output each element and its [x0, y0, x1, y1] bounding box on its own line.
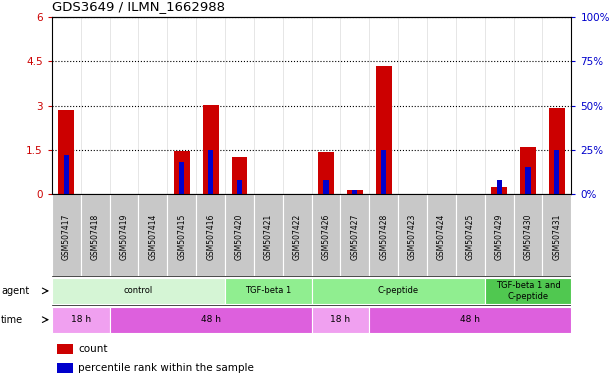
- Bar: [254, 194, 283, 276]
- Text: TGF-beta 1: TGF-beta 1: [245, 286, 291, 295]
- Bar: [491, 187, 507, 194]
- Bar: [174, 151, 189, 194]
- Bar: [353, 190, 357, 194]
- Bar: [323, 180, 329, 194]
- Bar: [52, 194, 81, 276]
- Bar: [109, 194, 139, 276]
- Bar: [312, 194, 340, 276]
- Bar: [427, 194, 456, 276]
- Bar: [52, 278, 225, 304]
- Bar: [543, 194, 571, 276]
- Text: GSM507422: GSM507422: [293, 214, 302, 260]
- Bar: [485, 278, 571, 304]
- Bar: [381, 150, 386, 194]
- Bar: [109, 307, 312, 333]
- Text: GSM507428: GSM507428: [379, 214, 388, 260]
- Bar: [57, 344, 73, 354]
- Bar: [520, 147, 536, 194]
- Text: GSM507430: GSM507430: [524, 214, 533, 260]
- Text: GSM507418: GSM507418: [90, 214, 100, 260]
- Text: GSM507420: GSM507420: [235, 214, 244, 260]
- Bar: [57, 363, 73, 373]
- Bar: [485, 194, 514, 276]
- Bar: [398, 194, 427, 276]
- Bar: [340, 194, 369, 276]
- Text: 48 h: 48 h: [460, 315, 480, 324]
- Bar: [167, 194, 196, 276]
- Bar: [318, 152, 334, 194]
- Bar: [456, 194, 485, 276]
- Text: GSM507421: GSM507421: [264, 214, 273, 260]
- Bar: [514, 194, 543, 276]
- Text: GSM507416: GSM507416: [206, 214, 215, 260]
- Bar: [312, 278, 485, 304]
- Bar: [283, 194, 312, 276]
- Text: GSM507431: GSM507431: [552, 214, 562, 260]
- Bar: [52, 307, 109, 333]
- Text: percentile rank within the sample: percentile rank within the sample: [78, 363, 254, 373]
- Text: control: control: [124, 286, 153, 295]
- Bar: [549, 108, 565, 194]
- Text: GSM507426: GSM507426: [321, 214, 331, 260]
- Bar: [208, 150, 213, 194]
- Text: GSM507424: GSM507424: [437, 214, 446, 260]
- Bar: [369, 307, 571, 333]
- Bar: [179, 162, 185, 194]
- Text: GSM507427: GSM507427: [350, 214, 359, 260]
- Bar: [232, 157, 247, 194]
- Bar: [64, 155, 69, 194]
- Bar: [203, 105, 219, 194]
- Bar: [312, 307, 369, 333]
- Text: 18 h: 18 h: [331, 315, 351, 324]
- Text: time: time: [1, 314, 23, 325]
- Text: GSM507417: GSM507417: [62, 214, 71, 260]
- Text: 18 h: 18 h: [71, 315, 91, 324]
- Text: GSM507429: GSM507429: [495, 214, 503, 260]
- Text: GSM507425: GSM507425: [466, 214, 475, 260]
- Text: count: count: [78, 344, 108, 354]
- Bar: [81, 194, 109, 276]
- Text: GSM507419: GSM507419: [120, 214, 128, 260]
- Text: TGF-beta 1 and
C-peptide: TGF-beta 1 and C-peptide: [496, 281, 560, 301]
- Text: GSM507414: GSM507414: [148, 214, 158, 260]
- Bar: [554, 150, 560, 194]
- Bar: [497, 180, 502, 194]
- Text: GDS3649 / ILMN_1662988: GDS3649 / ILMN_1662988: [52, 0, 225, 13]
- Bar: [376, 66, 392, 194]
- Bar: [225, 194, 254, 276]
- Bar: [225, 278, 312, 304]
- Bar: [237, 180, 242, 194]
- Text: C-peptide: C-peptide: [378, 286, 419, 295]
- Bar: [525, 167, 530, 194]
- Bar: [369, 194, 398, 276]
- Text: GSM507423: GSM507423: [408, 214, 417, 260]
- Bar: [139, 194, 167, 276]
- Text: GSM507415: GSM507415: [177, 214, 186, 260]
- Bar: [347, 190, 363, 194]
- Bar: [196, 194, 225, 276]
- Bar: [59, 110, 75, 194]
- Text: agent: agent: [1, 286, 29, 296]
- Text: 48 h: 48 h: [200, 315, 221, 324]
